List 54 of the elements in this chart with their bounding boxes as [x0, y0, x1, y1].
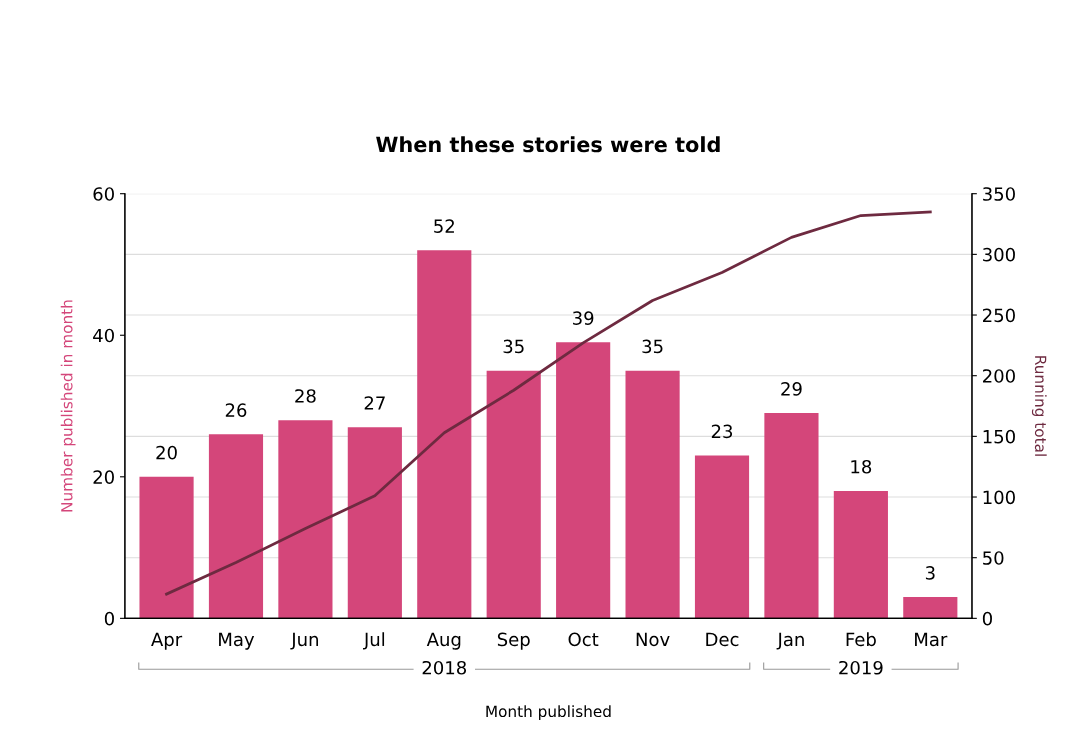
x-tick-label: Jan	[776, 632, 804, 650]
data-label: 35	[642, 339, 663, 354]
x-tick-label: Apr	[151, 632, 183, 650]
y2-axis-title: Running total	[1031, 356, 1047, 456]
data-label: 29	[781, 382, 802, 396]
bar	[833, 490, 888, 619]
y2-tick-label: 300	[983, 247, 1015, 262]
bar	[486, 370, 541, 619]
text: 2018	[422, 660, 467, 675]
y2-tick-label: 350	[983, 187, 1015, 201]
y2-tick-label: 0	[982, 611, 992, 626]
data-label: 18	[851, 459, 872, 474]
bar	[625, 370, 680, 619]
y2-tick-label: 250	[983, 308, 1015, 323]
x-tick-label: May	[219, 632, 255, 650]
x-tick-label: Jun	[290, 632, 318, 650]
y-tick-label: 0	[104, 611, 114, 626]
bar	[347, 427, 402, 619]
data-label: 28	[295, 389, 316, 403]
x-tick-label: Mar	[915, 632, 948, 647]
bar	[556, 342, 611, 619]
bar	[278, 420, 333, 619]
data-label: 35	[503, 339, 524, 354]
data-label: 26	[225, 403, 247, 417]
x-tick-label: Oct	[568, 632, 599, 647]
data-label: 27	[364, 396, 385, 410]
x-tick-label: Feb	[846, 632, 876, 647]
data-label: 39	[573, 311, 594, 325]
text: 2019	[839, 660, 883, 675]
y2-tick-label: 100	[983, 490, 1015, 505]
y2-tick-label: 200	[983, 369, 1015, 383]
bar	[903, 597, 958, 619]
bar	[208, 434, 264, 619]
bar	[139, 476, 194, 619]
y-tick-label: 40	[93, 328, 114, 343]
data-label: 52	[434, 219, 454, 233]
data-label: 23	[711, 424, 733, 439]
x-tick-label: Nov	[636, 632, 670, 647]
x-tick-label: Sep	[497, 632, 530, 650]
x-tick-label: Jul	[363, 632, 385, 650]
bar	[694, 455, 750, 619]
x-axis-title: Month published	[486, 705, 611, 721]
data-label: 3	[925, 566, 935, 580]
x-tick-label: Aug	[426, 632, 461, 650]
y-tick-label: 20	[93, 470, 114, 484]
x-tick-label: Dec	[706, 632, 739, 647]
bar	[417, 250, 472, 619]
y2-tick-label: 50	[983, 551, 1004, 565]
bar	[764, 413, 819, 619]
chart-title: When these stories were told	[376, 136, 720, 153]
data-label: 20	[156, 445, 177, 460]
y-axis-title: Number published in month	[60, 300, 76, 512]
y2-tick-label: 150	[983, 429, 1015, 444]
y-tick-label: 60	[93, 187, 114, 201]
